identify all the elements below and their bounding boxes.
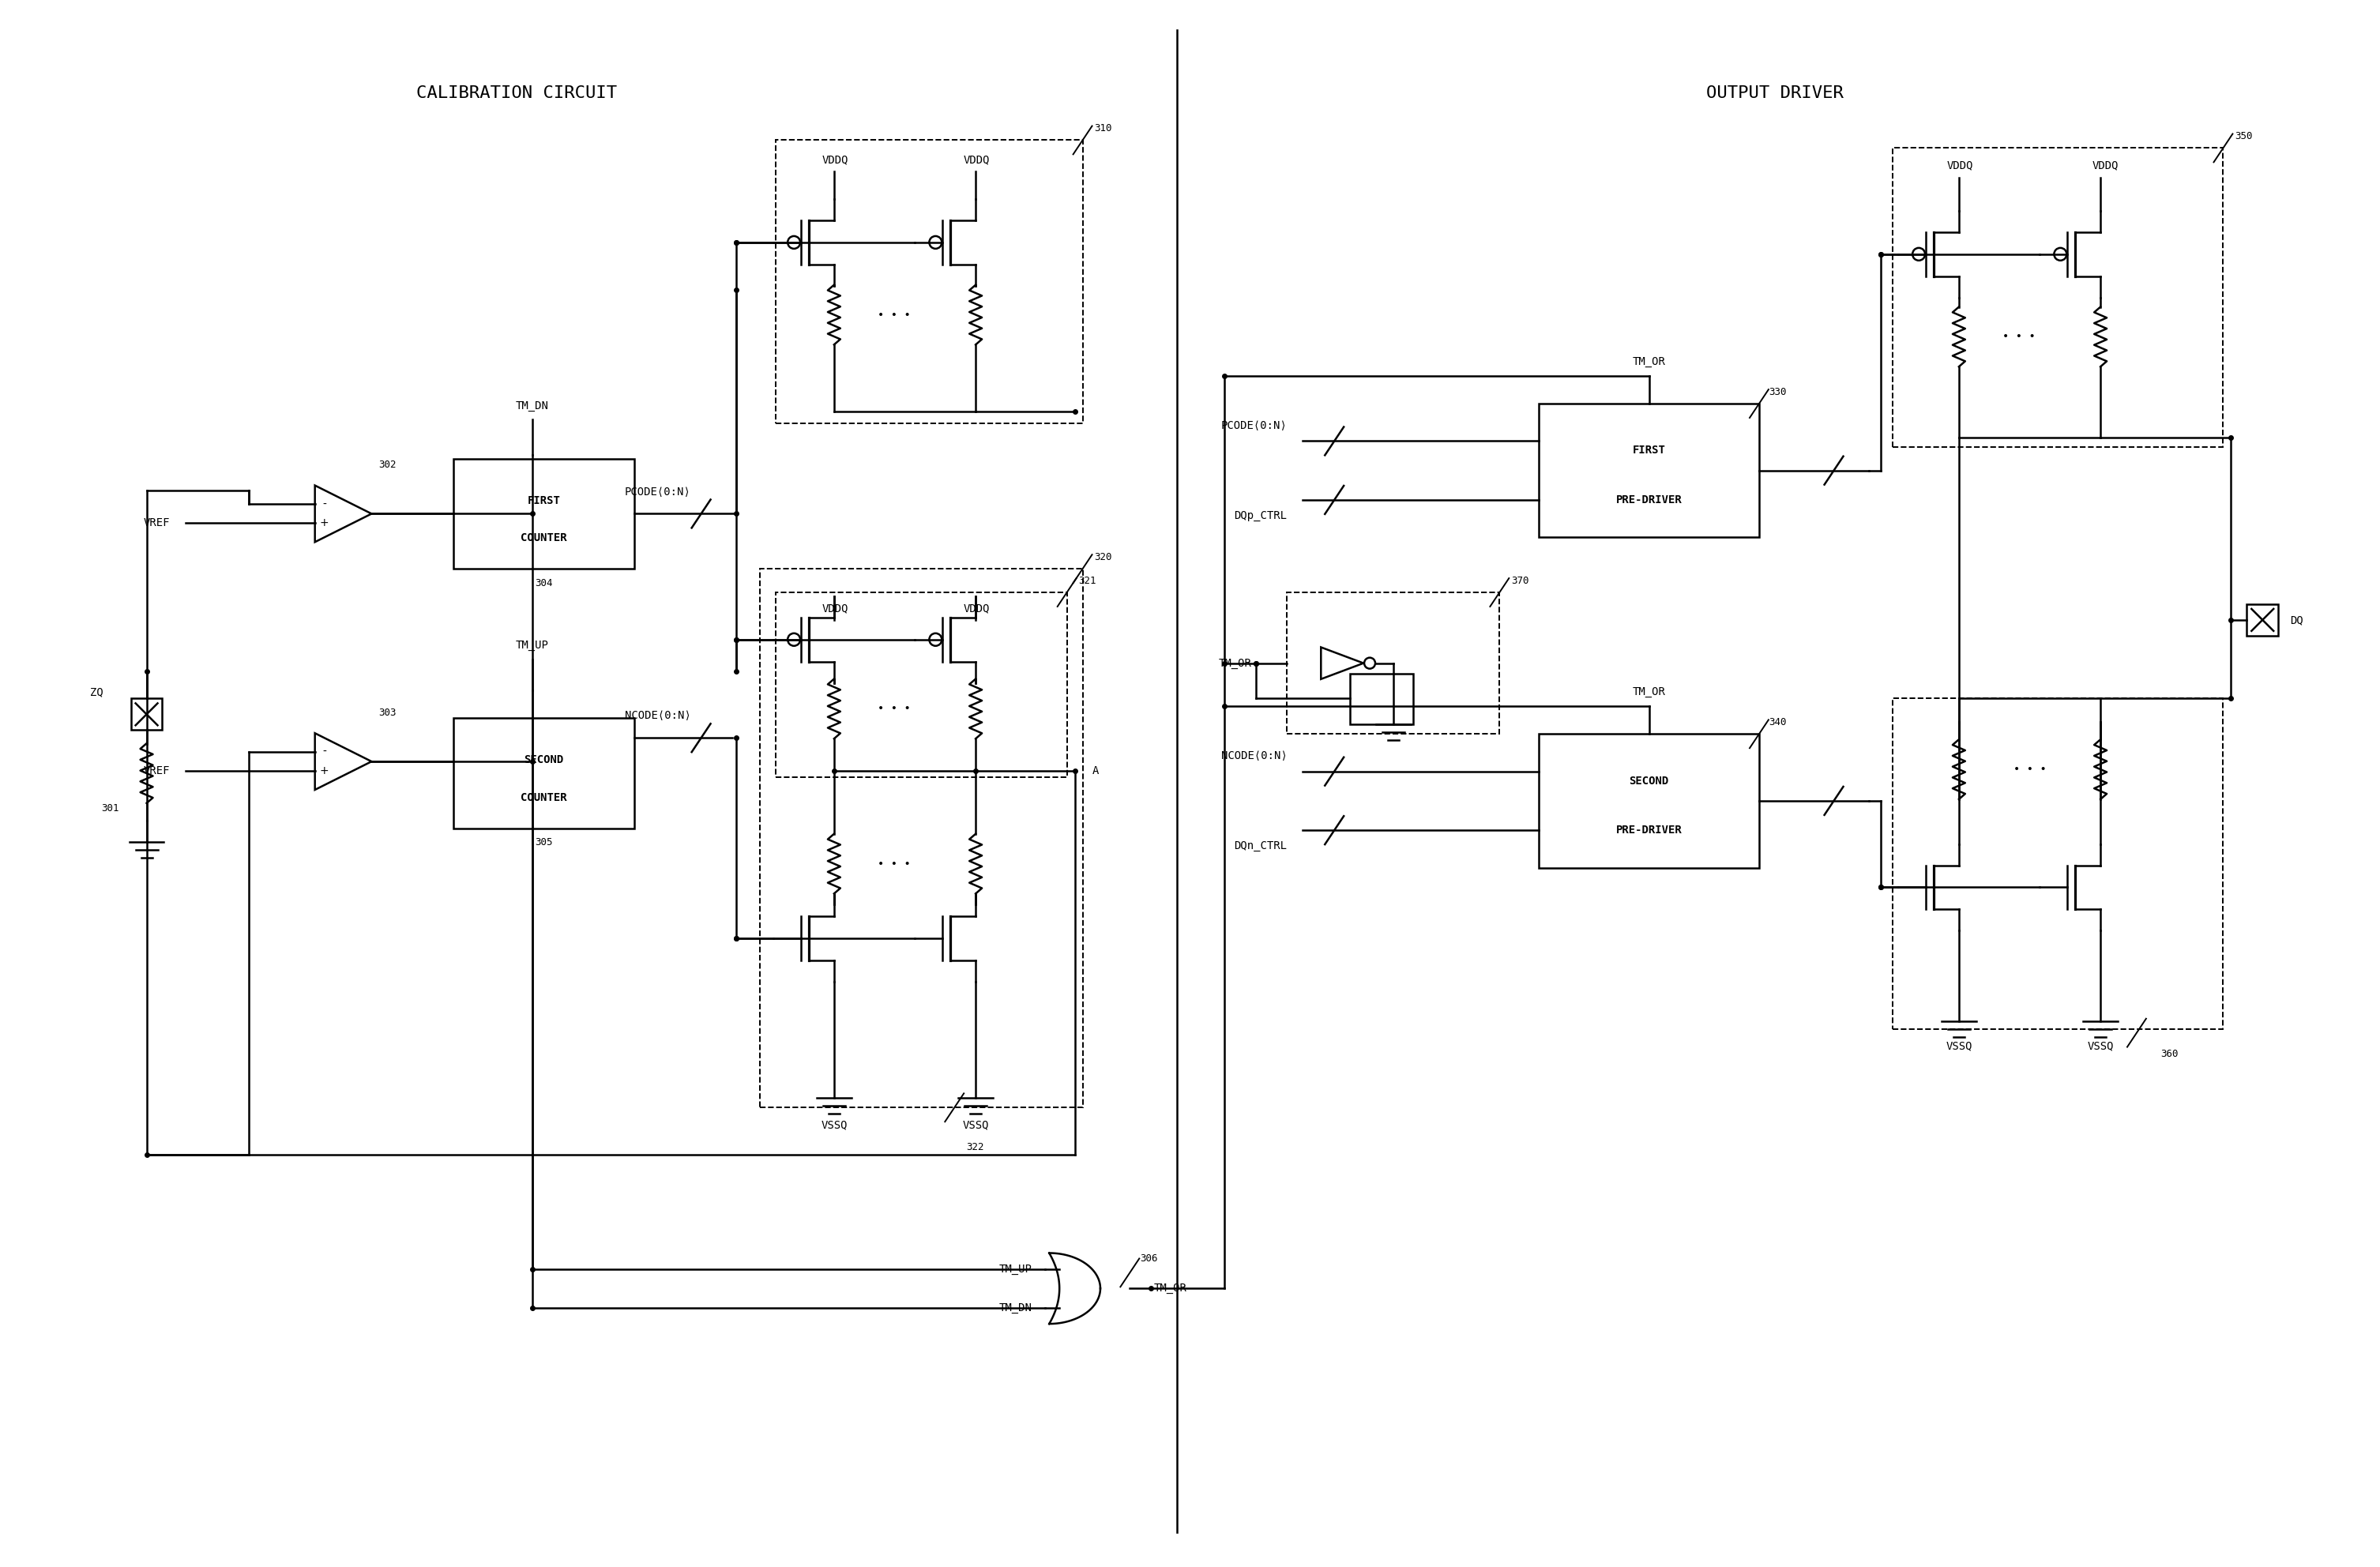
Text: 360: 360 bbox=[2161, 1048, 2178, 1059]
Bar bbox=[759, 569, 1083, 1108]
Text: 301: 301 bbox=[102, 804, 119, 813]
Text: DQ: DQ bbox=[2290, 614, 2304, 625]
Bar bbox=[1892, 147, 2223, 447]
Text: PRE-DRIVER: PRE-DRIVER bbox=[1616, 824, 1683, 835]
Text: VSSQ: VSSQ bbox=[2087, 1040, 2113, 1051]
Text: TM_UP: TM_UP bbox=[1000, 1263, 1033, 1274]
Text: VSSQ: VSSQ bbox=[962, 1119, 988, 1130]
Text: -: - bbox=[321, 746, 326, 757]
Text: DQn_CTRL: DQn_CTRL bbox=[1235, 840, 1288, 851]
Bar bbox=[2247, 605, 2278, 636]
Text: VDDQ: VDDQ bbox=[821, 603, 847, 614]
Bar bbox=[776, 592, 1066, 777]
Text: 350: 350 bbox=[2235, 132, 2254, 141]
Bar bbox=[131, 699, 162, 730]
Text: 302: 302 bbox=[378, 459, 397, 470]
Text: 340: 340 bbox=[1768, 718, 1787, 727]
Bar bbox=[1540, 733, 1759, 868]
Text: • • •: • • • bbox=[2013, 763, 2047, 774]
Text: VDDQ: VDDQ bbox=[964, 154, 990, 166]
Text: VDDQ: VDDQ bbox=[821, 154, 847, 166]
Text: -: - bbox=[321, 498, 326, 509]
Text: +: + bbox=[319, 517, 328, 528]
Bar bbox=[452, 718, 635, 829]
Text: 305: 305 bbox=[536, 837, 552, 848]
Text: TM_OR: TM_OR bbox=[1219, 658, 1252, 669]
Text: 310: 310 bbox=[1095, 124, 1111, 133]
Text: 304: 304 bbox=[536, 578, 552, 588]
Text: 303: 303 bbox=[378, 708, 397, 718]
Text: 306: 306 bbox=[1140, 1254, 1157, 1263]
Text: CALIBRATION CIRCUIT: CALIBRATION CIRCUIT bbox=[416, 85, 616, 100]
Bar bbox=[1349, 674, 1414, 724]
Text: PCODE⟨0:N⟩: PCODE⟨0:N⟩ bbox=[626, 486, 690, 497]
Text: A: A bbox=[1092, 765, 1100, 776]
Text: VDDQ: VDDQ bbox=[2092, 160, 2118, 171]
Text: 370: 370 bbox=[1511, 575, 1528, 586]
Text: TM_DN: TM_DN bbox=[516, 401, 547, 412]
Text: NCODE⟨0:N⟩: NCODE⟨0:N⟩ bbox=[1221, 751, 1288, 762]
Text: TM_DN: TM_DN bbox=[1000, 1302, 1033, 1313]
Text: 321: 321 bbox=[1078, 575, 1097, 586]
Text: TM_UP: TM_UP bbox=[516, 639, 547, 650]
Bar bbox=[1288, 592, 1499, 733]
Bar bbox=[452, 459, 635, 569]
Text: FIRST: FIRST bbox=[528, 495, 559, 506]
Text: DQp_CTRL: DQp_CTRL bbox=[1235, 511, 1288, 522]
Text: ZQ: ZQ bbox=[90, 686, 102, 697]
Text: FIRST: FIRST bbox=[1633, 445, 1666, 456]
Text: VSSQ: VSSQ bbox=[821, 1119, 847, 1130]
Text: COUNTER: COUNTER bbox=[521, 533, 566, 544]
Text: • • •: • • • bbox=[878, 704, 912, 715]
Text: TM_OR: TM_OR bbox=[1154, 1283, 1188, 1294]
Text: VDDQ: VDDQ bbox=[964, 603, 990, 614]
Text: • • •: • • • bbox=[2002, 331, 2035, 342]
Text: NCODE⟨0:N⟩: NCODE⟨0:N⟩ bbox=[626, 710, 690, 721]
Text: TM_OR: TM_OR bbox=[1633, 356, 1666, 368]
Text: • • •: • • • bbox=[878, 859, 912, 870]
Bar bbox=[1540, 404, 1759, 537]
Text: PCODE⟨0:N⟩: PCODE⟨0:N⟩ bbox=[1221, 420, 1288, 431]
Text: COUNTER: COUNTER bbox=[521, 791, 566, 802]
Text: 322: 322 bbox=[966, 1142, 983, 1152]
Text: VREF: VREF bbox=[143, 517, 171, 528]
Text: VDDQ: VDDQ bbox=[1947, 160, 1973, 171]
Text: SECOND: SECOND bbox=[524, 755, 564, 766]
Text: VSSQ: VSSQ bbox=[1947, 1040, 1973, 1051]
Bar bbox=[776, 139, 1083, 423]
Text: SECOND: SECOND bbox=[1630, 776, 1668, 787]
Bar bbox=[1892, 699, 2223, 1030]
Text: +: + bbox=[319, 765, 328, 776]
Text: PRE-DRIVER: PRE-DRIVER bbox=[1616, 494, 1683, 506]
Text: 330: 330 bbox=[1768, 387, 1787, 396]
Text: • • •: • • • bbox=[878, 309, 912, 320]
Text: OUTPUT DRIVER: OUTPUT DRIVER bbox=[1706, 85, 1845, 100]
Text: VREF: VREF bbox=[143, 765, 171, 776]
Text: 320: 320 bbox=[1095, 552, 1111, 563]
Text: TM_OR: TM_OR bbox=[1633, 686, 1666, 697]
